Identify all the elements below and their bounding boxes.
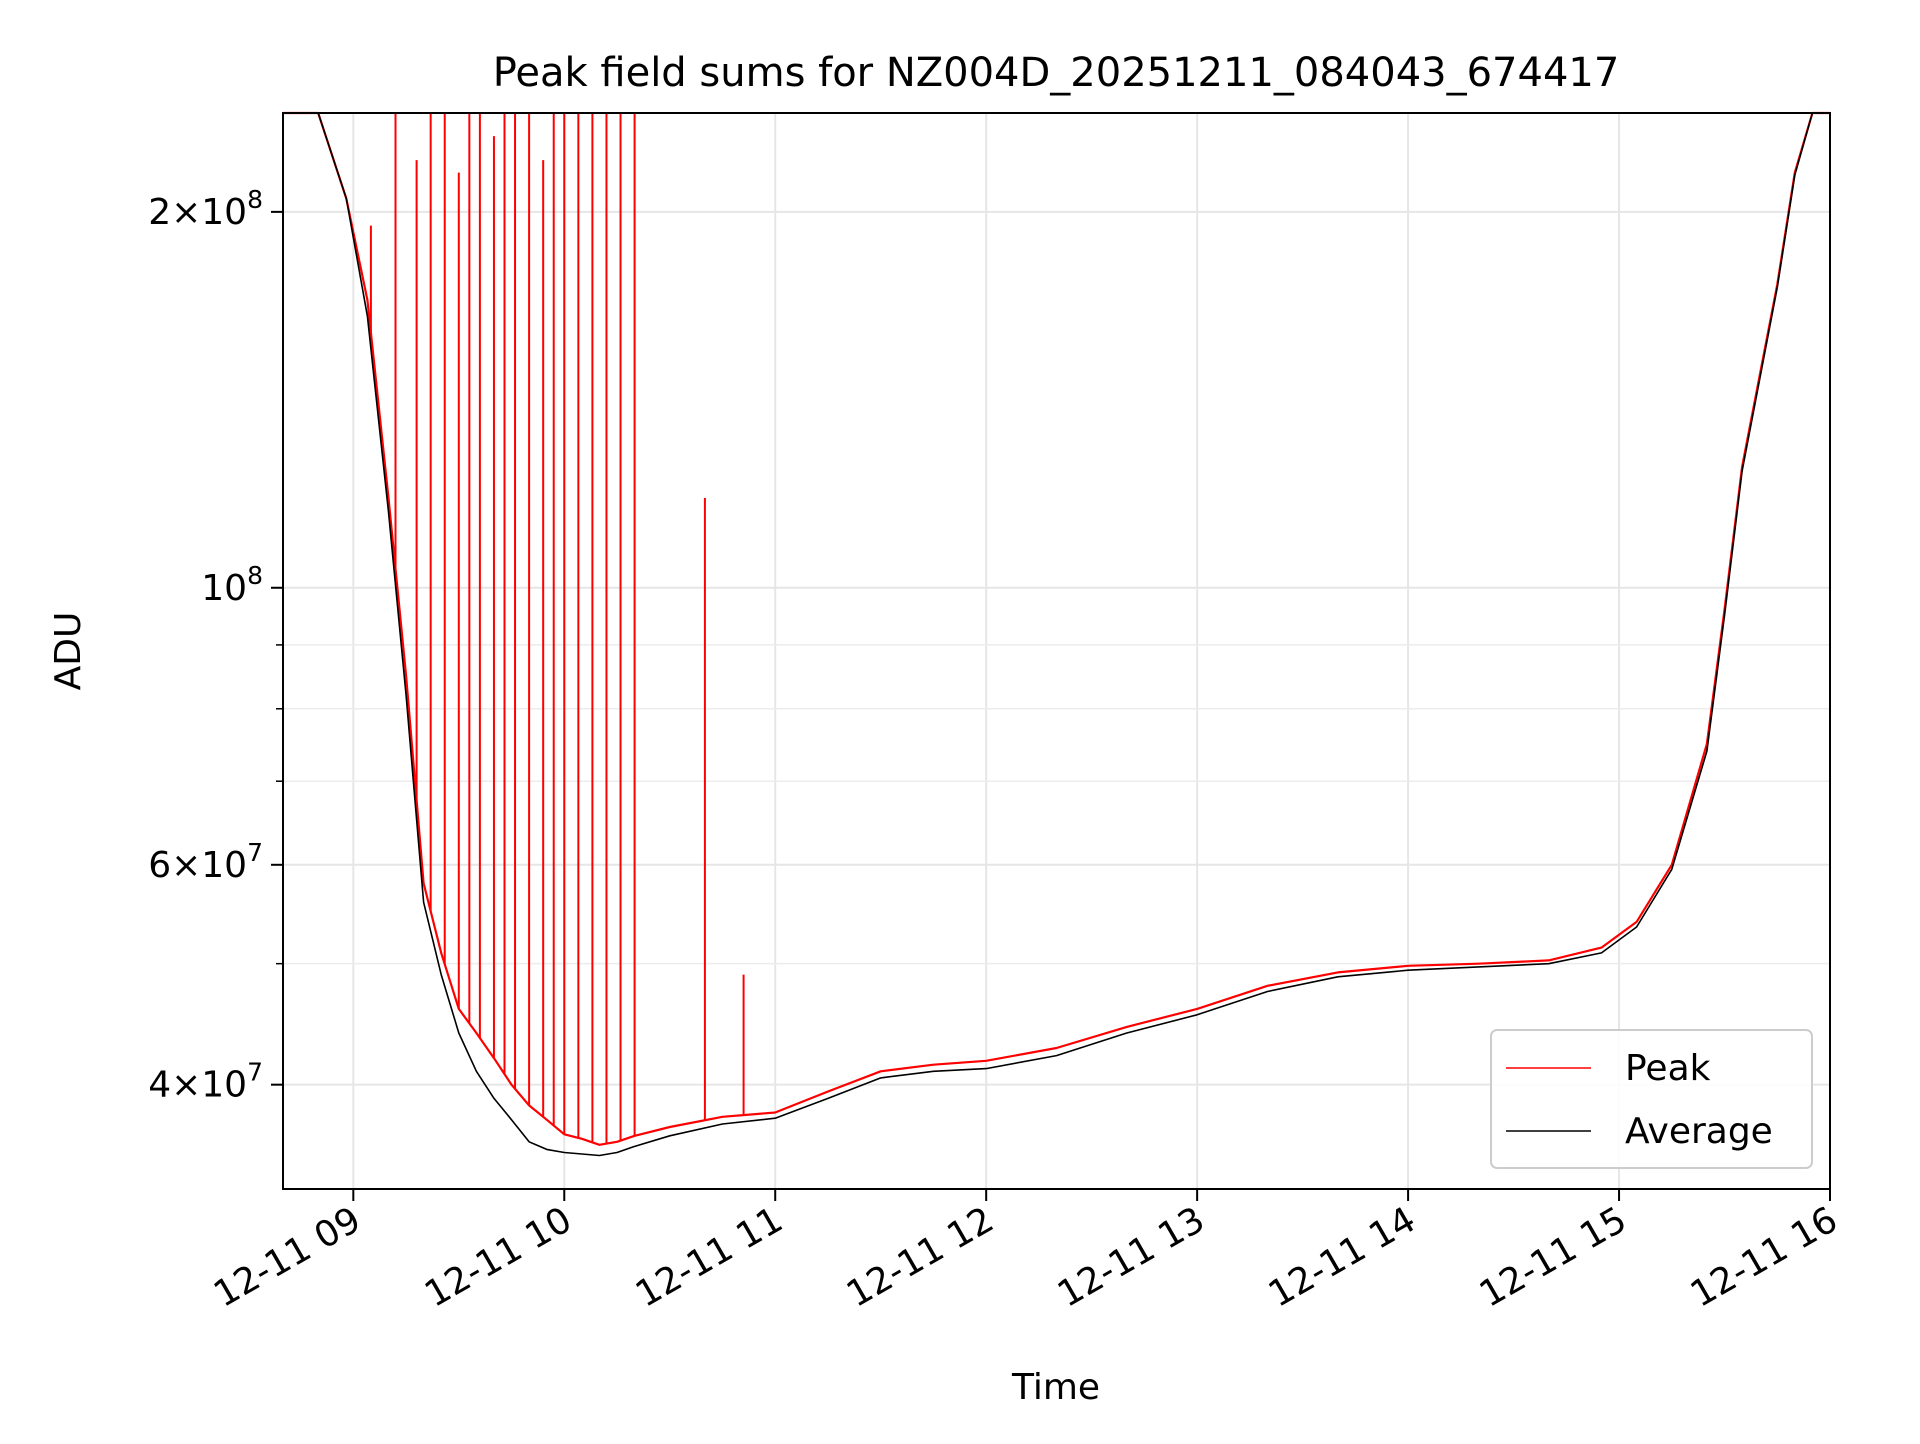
- x-axis-label: Time: [1011, 1367, 1100, 1408]
- x-tick-label: 12-11 13: [1051, 1199, 1212, 1315]
- x-tick-label: 12-11 09: [207, 1199, 368, 1315]
- x-tick-label: 12-11 12: [840, 1199, 1001, 1315]
- y-axis-label: ADU: [48, 612, 89, 691]
- y-tick-label: 108: [201, 561, 263, 609]
- y-tick-exponent: 8: [247, 561, 263, 590]
- legend-label-peak: Peak: [1625, 1048, 1711, 1089]
- y-tick-exponent: 8: [247, 185, 263, 214]
- y-tick-label: 4×107: [148, 1058, 263, 1106]
- x-tick-label: 12-11 11: [629, 1199, 790, 1315]
- legend: Peak Average: [1490, 1029, 1813, 1169]
- x-tick-label: 12-11 14: [1262, 1199, 1423, 1315]
- chart-title: Peak field sums for NZ004D_20251211_0840…: [493, 50, 1620, 96]
- grid: [283, 113, 1831, 1189]
- series-line-average: [283, 112, 1830, 1157]
- x-tick-label: 12-11 10: [418, 1199, 579, 1315]
- axes-frame: [282, 112, 1831, 1190]
- plot-area: [283, 111, 1830, 1157]
- y-tick-exponent: 7: [247, 838, 263, 867]
- legend-box: [1490, 1029, 1813, 1169]
- x-tick-label: 12-11 15: [1473, 1199, 1634, 1315]
- y-tick-label: 6×107: [148, 838, 263, 886]
- y-tick-exponent: 7: [247, 1058, 263, 1087]
- y-tick-label: 2×108: [148, 185, 263, 233]
- legend-label-average: Average: [1625, 1111, 1773, 1152]
- x-tick-label: 12-11 16: [1684, 1199, 1845, 1315]
